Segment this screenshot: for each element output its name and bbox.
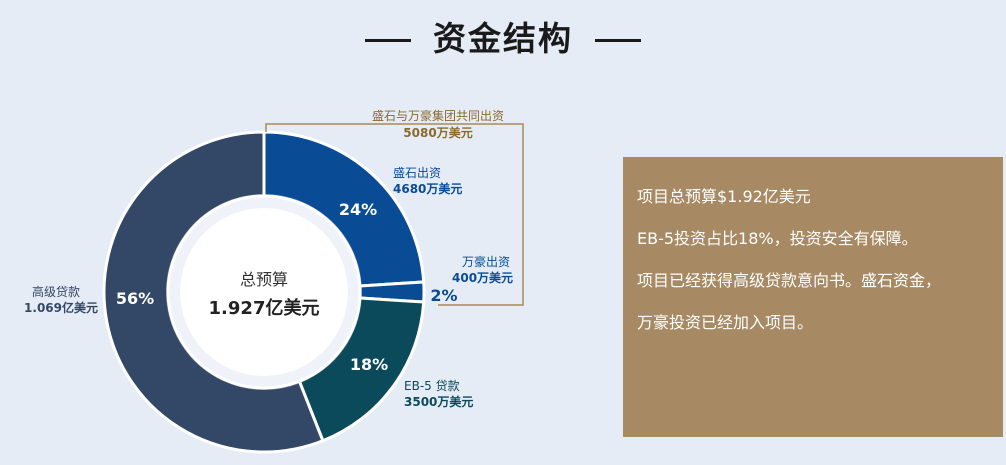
slice-name: 高级贷款	[32, 284, 80, 299]
group-amount: 5080万美元	[403, 125, 472, 140]
donut-slices	[102, 130, 426, 454]
group-name: 盛石与万豪集团共同出资	[372, 108, 504, 123]
title-text: 资金结构	[433, 19, 573, 58]
group-bracket	[265, 123, 524, 306]
inner-ring-segment	[347, 285, 362, 299]
inner-ring-segment	[294, 297, 362, 384]
slice-amount: 4680万美元	[393, 181, 462, 196]
title-dash-right	[595, 39, 641, 42]
donut-slice	[102, 130, 325, 454]
slice-pct-label: 24%	[339, 200, 377, 219]
info-line: 项目总预算$1.92亿美元	[637, 187, 811, 206]
slice-pct-label: 18%	[350, 355, 388, 374]
center-value: 1.927亿美元	[209, 297, 320, 319]
inner-ring-segment	[264, 194, 362, 287]
info-line: 万豪投资已经加入项目。	[637, 313, 814, 332]
slice-pct-label: 2%	[430, 286, 457, 305]
inner-ring	[165, 194, 362, 390]
slice-name: 万豪出资	[462, 254, 510, 269]
page-title: 资金结构	[0, 12, 1006, 60]
slice-name: 盛石出资	[393, 165, 441, 180]
slice-amount: 1.069亿美元	[24, 300, 98, 315]
slice-name: EB-5 贷款	[404, 379, 460, 393]
donut-chart: 总预算 1.927亿美元 24% 2% 18% 56% 盛石与万豪集团共同出资 …	[24, 108, 524, 454]
info-box: 项目总预算$1.92亿美元 EB-5投资占比18%，投资安全有保障。 项目已经获…	[623, 157, 1003, 437]
slice-pct-label: 56%	[116, 289, 154, 308]
center-label: 总预算	[240, 270, 288, 289]
donut-hole	[180, 208, 348, 376]
info-line: 项目已经获得高级贷款意向书。盛石资金，	[637, 271, 942, 290]
slice-amount: 3500万美元	[404, 394, 473, 409]
donut-slice	[262, 130, 426, 288]
slice-amount: 400万美元	[452, 270, 513, 285]
title-dash-left	[365, 39, 411, 42]
info-line: EB-5投资占比18%，投资安全有保障。	[637, 229, 918, 248]
